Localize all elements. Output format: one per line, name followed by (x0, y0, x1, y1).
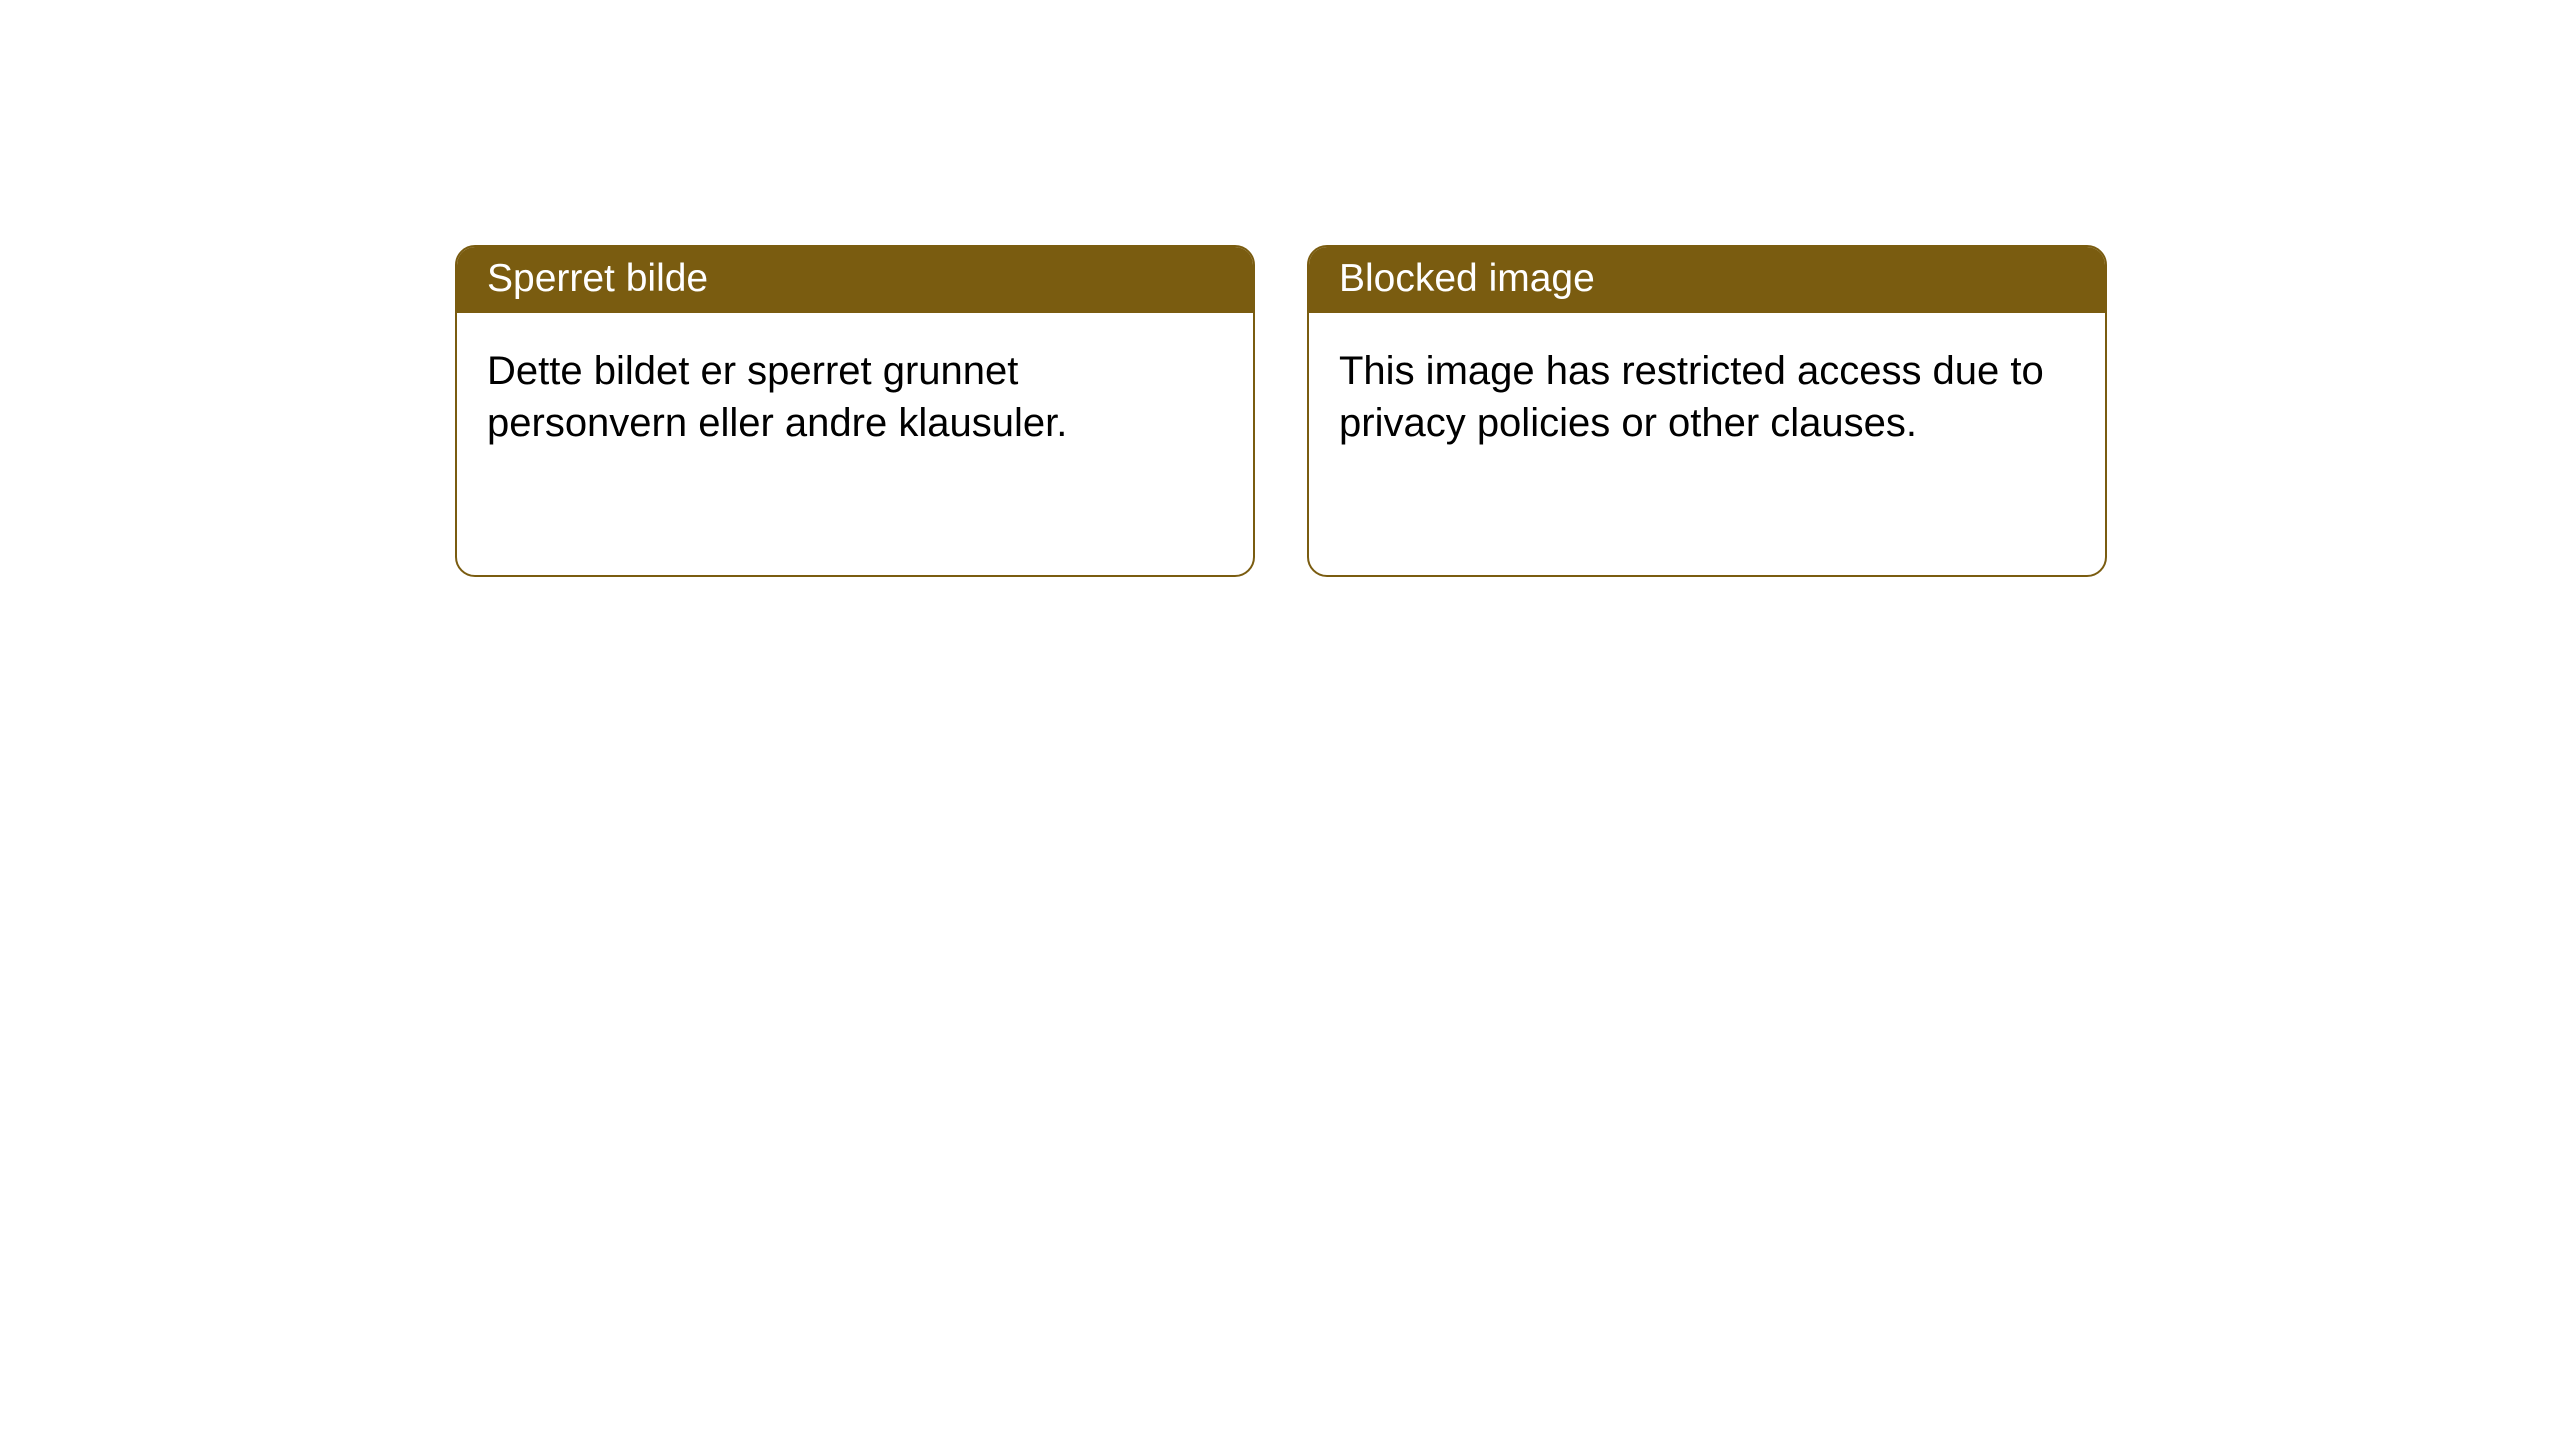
card-body: Dette bildet er sperret grunnet personve… (457, 313, 1253, 481)
notice-card-norwegian: Sperret bilde Dette bildet er sperret gr… (455, 245, 1255, 577)
card-header: Sperret bilde (457, 247, 1253, 313)
card-title: Sperret bilde (487, 257, 708, 300)
card-header: Blocked image (1309, 247, 2105, 313)
card-body: This image has restricted access due to … (1309, 313, 2105, 481)
card-body-text: This image has restricted access due to … (1339, 349, 2044, 445)
notice-container: Sperret bilde Dette bildet er sperret gr… (0, 0, 2560, 577)
card-body-text: Dette bildet er sperret grunnet personve… (487, 349, 1067, 445)
card-title: Blocked image (1339, 257, 1595, 300)
notice-card-english: Blocked image This image has restricted … (1307, 245, 2107, 577)
